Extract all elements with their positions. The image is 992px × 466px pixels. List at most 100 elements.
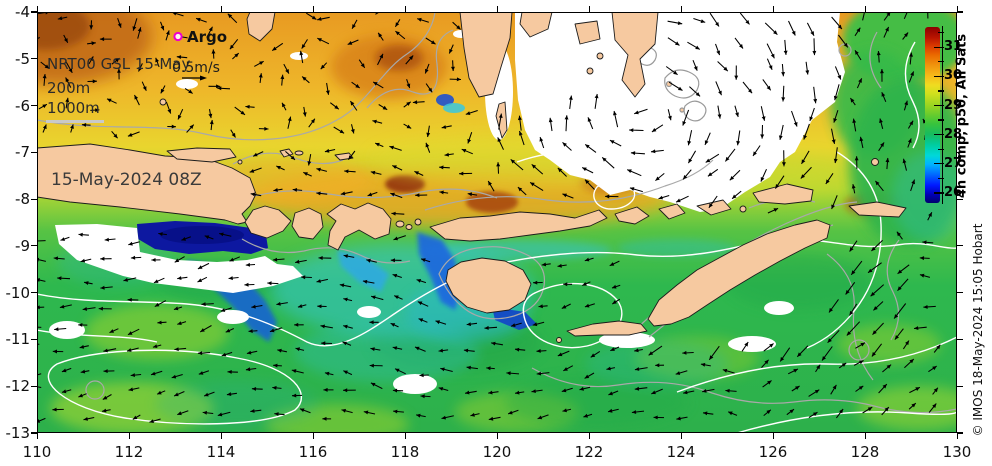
island-wetar bbox=[752, 183, 814, 205]
colorbar-tick-label: 28 bbox=[944, 126, 963, 142]
x-tick-bottom bbox=[956, 433, 958, 439]
y-tick-left bbox=[31, 245, 37, 247]
y-tick-left bbox=[31, 198, 37, 200]
x-tick-top bbox=[772, 6, 774, 12]
colorbar-tick bbox=[934, 162, 944, 165]
ocean-map bbox=[37, 12, 957, 433]
island-bali bbox=[244, 205, 292, 239]
colorbar-minor-tick bbox=[938, 177, 944, 179]
x-tick-top bbox=[956, 6, 958, 12]
x-tick-label: 118 bbox=[390, 443, 420, 461]
x-tick-bottom bbox=[404, 433, 406, 439]
x-tick-top bbox=[36, 6, 38, 12]
island-java bbox=[37, 143, 257, 225]
x-tick-top bbox=[680, 6, 682, 12]
y-tick-right bbox=[957, 245, 963, 247]
y-tick-left bbox=[31, 104, 37, 107]
velocity-scale-label: 0.5m/s bbox=[172, 60, 220, 76]
y-tick-label: -13 bbox=[5, 423, 31, 442]
x-tick-bottom bbox=[312, 433, 314, 439]
y-tick-left bbox=[31, 292, 37, 294]
island-sumbawa bbox=[326, 202, 392, 251]
y-tick-label: -11 bbox=[5, 330, 31, 349]
colorbar-minor-tick bbox=[938, 119, 944, 121]
colorbar-minor-tick bbox=[938, 148, 944, 150]
x-tick-label: 124 bbox=[666, 443, 696, 461]
argo-float-marker bbox=[173, 31, 183, 42]
argo-label: Argo bbox=[187, 28, 228, 46]
map-frame bbox=[37, 12, 957, 433]
y-tick-label: -8 bbox=[15, 190, 30, 209]
y-tick-label: -4 bbox=[15, 3, 30, 21]
island-rote bbox=[566, 320, 648, 337]
y-tick-right bbox=[957, 104, 963, 107]
land-masses bbox=[37, 12, 907, 343]
colorbar-tick-label: 27 bbox=[944, 155, 963, 171]
x-tick-label: 130 bbox=[942, 443, 972, 461]
x-tick-top bbox=[128, 6, 130, 12]
temperature-colorbar bbox=[925, 27, 940, 203]
depth-contour-label-200m: 200m bbox=[47, 79, 91, 97]
colorbar-tick bbox=[934, 133, 944, 136]
x-tick-label: 114 bbox=[206, 443, 236, 461]
island-timor bbox=[647, 219, 831, 327]
x-tick-top bbox=[404, 6, 406, 12]
velocity-scale-arrow bbox=[182, 75, 207, 81]
borneo-tip bbox=[246, 12, 276, 42]
x-tick-label: 120 bbox=[482, 443, 512, 461]
y-tick-label: -12 bbox=[5, 377, 31, 396]
credit-text: © IMOS 18-May-2024 15:05 Hobart bbox=[971, 223, 985, 437]
island-sumba bbox=[445, 257, 532, 314]
colorbar-tick-label: 26 bbox=[944, 184, 963, 200]
y-tick-left bbox=[31, 11, 37, 13]
y-tick-left bbox=[31, 432, 37, 434]
x-tick-bottom bbox=[772, 433, 774, 439]
sulawesi-peninsula bbox=[459, 12, 513, 98]
colorbar-tick-label: 29 bbox=[944, 97, 963, 113]
x-tick-label: 110 bbox=[22, 443, 52, 461]
colorbar-tick bbox=[934, 192, 944, 194]
x-tick-bottom bbox=[36, 433, 38, 439]
colorbar-tick bbox=[934, 46, 944, 49]
x-tick-label: 116 bbox=[298, 443, 328, 461]
y-tick-left bbox=[31, 338, 37, 341]
x-tick-bottom bbox=[128, 433, 130, 439]
x-tick-bottom bbox=[220, 433, 222, 439]
y-tick-right bbox=[957, 385, 963, 387]
y-tick-right bbox=[957, 338, 963, 341]
y-tick-right bbox=[957, 292, 963, 294]
x-tick-top bbox=[496, 6, 498, 12]
y-tick-left bbox=[31, 151, 37, 153]
y-tick-label: -10 bbox=[5, 283, 31, 302]
x-tick-top bbox=[588, 6, 590, 12]
colorbar-tick-label: 31 bbox=[944, 39, 963, 55]
colorbar-tick bbox=[934, 104, 944, 107]
x-tick-label: 122 bbox=[574, 443, 604, 461]
y-tick-right bbox=[957, 151, 963, 153]
colorbar-minor-tick bbox=[938, 61, 944, 63]
colorbar-minor-tick bbox=[938, 32, 944, 34]
colorbar-spine bbox=[942, 26, 944, 204]
x-tick-label: 126 bbox=[758, 443, 788, 461]
x-tick-bottom bbox=[680, 433, 682, 439]
colorbar-tick bbox=[934, 75, 944, 78]
y-tick-label: -9 bbox=[15, 236, 30, 255]
x-tick-bottom bbox=[864, 433, 866, 439]
y-tick-left bbox=[31, 385, 37, 387]
island-lombok bbox=[291, 207, 324, 240]
x-tick-label: 112 bbox=[114, 443, 144, 461]
y-tick-label: -5 bbox=[15, 49, 30, 68]
y-tick-label: -7 bbox=[15, 143, 30, 162]
colorbar-tick-label: 30 bbox=[944, 68, 963, 84]
x-tick-top bbox=[220, 6, 222, 12]
x-tick-top bbox=[864, 6, 866, 12]
x-tick-label: 128 bbox=[850, 443, 880, 461]
y-tick-label: -6 bbox=[15, 96, 30, 115]
island-flores bbox=[429, 209, 608, 242]
contour-1000m-sample-line bbox=[46, 120, 104, 123]
colorbar-minor-tick bbox=[938, 90, 944, 92]
x-tick-bottom bbox=[496, 433, 498, 439]
depth-contour-label-1000m: 1000m bbox=[47, 99, 100, 117]
x-tick-top bbox=[312, 6, 314, 12]
